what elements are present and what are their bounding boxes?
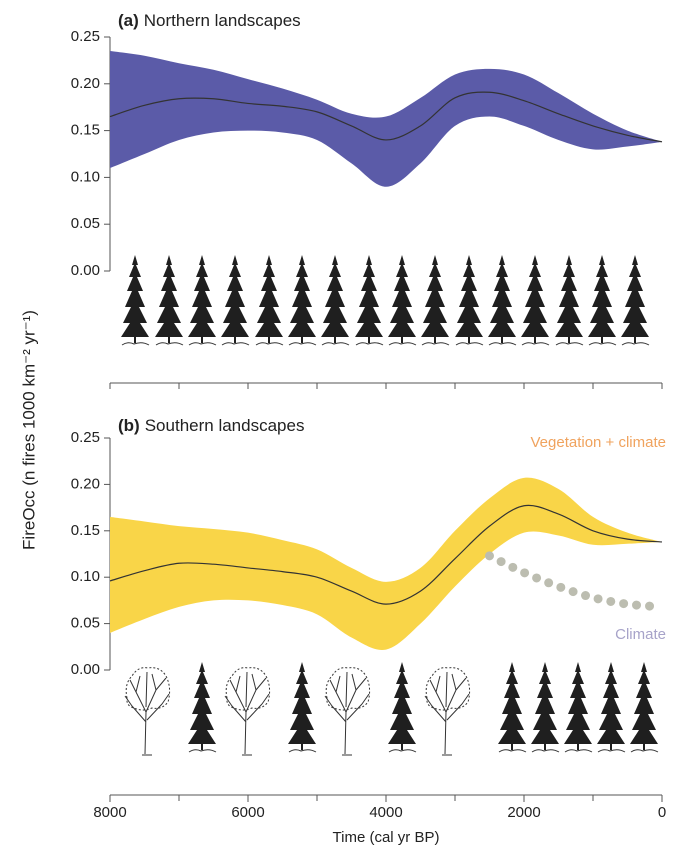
tree-icon [154, 255, 184, 346]
tree-icon [620, 255, 650, 346]
tree-icon [387, 255, 417, 346]
tree-icon [124, 667, 171, 756]
y-tick-label: 0.00 [71, 262, 100, 279]
confidence-band [110, 477, 662, 650]
y-tick-label: 0.10 [71, 568, 100, 585]
y-tick-label: 0.05 [71, 215, 100, 232]
tree-icon [563, 662, 593, 753]
tree-icon [520, 255, 550, 346]
trees-northern [120, 255, 650, 346]
panel-letter: (a) [118, 11, 139, 30]
panel-name: Northern landscapes [144, 11, 301, 30]
tree-icon [287, 255, 317, 346]
series-label: Climate [615, 626, 666, 643]
y-tick-label: 0.20 [71, 475, 100, 492]
tree-icon [354, 255, 384, 346]
y-tick-label: 0.15 [71, 122, 100, 139]
x-tick-label: 8000 [93, 804, 126, 821]
trees-southern [124, 662, 659, 756]
tree-icon [220, 255, 250, 346]
x-tick-label: 4000 [369, 804, 402, 821]
tree-icon [530, 662, 560, 753]
panel-letter: (b) [118, 416, 140, 435]
y-tick-label: 0.15 [71, 522, 100, 539]
tree-icon [254, 255, 284, 346]
tree-icon [629, 662, 659, 753]
tree-icon [554, 255, 584, 346]
tree-icon [420, 255, 450, 346]
x-tick-label: 0 [658, 804, 666, 821]
x-tick-label: 2000 [507, 804, 540, 821]
tree-icon [387, 662, 417, 753]
y-tick-label: 0.20 [71, 75, 100, 92]
tree-icon [424, 667, 471, 756]
tree-icon [224, 667, 271, 756]
mean-line [109, 504, 663, 605]
y-axis-label: FireOcc (n fires 1000 km⁻² yr⁻¹) [19, 310, 38, 550]
tree-icon [287, 662, 317, 753]
panel: (b) Southern landscapes 0.00 0.05 0.10 0.15 0.… [71, 416, 667, 846]
tree-icon [587, 255, 617, 346]
tree-icon [120, 255, 150, 346]
tree-icon [454, 255, 484, 346]
tree-icon [187, 662, 217, 753]
tree-icon [187, 255, 217, 346]
panel-title: (b) Southern landscapes [118, 416, 304, 435]
y-tick-label: 0.00 [71, 661, 100, 678]
tree-icon [487, 255, 517, 346]
tree-icon [324, 667, 371, 756]
panel: (a) Northern landscapes 0.00 0.05 0.10 0.15 0.… [71, 11, 663, 389]
y-tick-label: 0.25 [71, 28, 100, 45]
y-tick-label: 0.10 [71, 168, 100, 185]
confidence-band [110, 51, 662, 187]
x-axis-label: Time (cal yr BP) [333, 829, 440, 846]
tree-icon [596, 662, 626, 753]
tree-icon [497, 662, 527, 753]
x-tick-label: 6000 [231, 804, 264, 821]
y-tick-label: 0.25 [71, 429, 100, 446]
dotted-line [485, 551, 667, 612]
mean-line [109, 91, 663, 143]
series-label: Vegetation + climate [530, 434, 666, 451]
tree-icon [320, 255, 350, 346]
panel-title: (a) Northern landscapes [118, 11, 301, 30]
y-tick-label: 0.05 [71, 615, 100, 632]
panel-name: Southern landscapes [145, 416, 305, 435]
